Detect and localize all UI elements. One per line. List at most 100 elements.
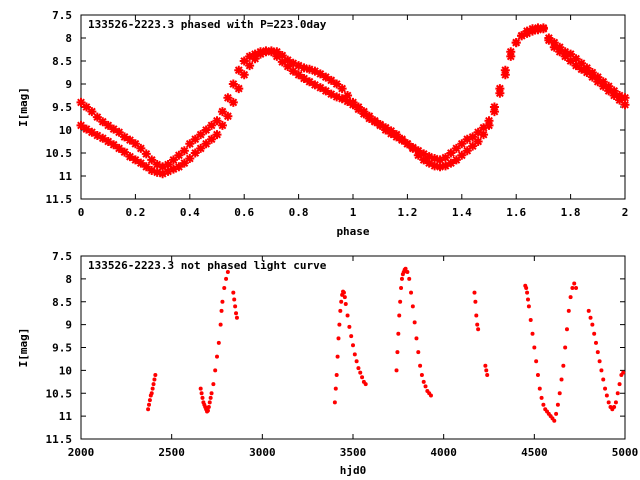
data-point <box>212 130 222 140</box>
x-tick-label: 3000 <box>249 446 276 459</box>
data-point <box>572 281 577 286</box>
x-tick-label: 1.2 <box>397 206 417 219</box>
y-tick-label: 8.5 <box>52 296 72 309</box>
data-point <box>615 391 620 396</box>
data-point <box>472 290 477 295</box>
data-point <box>217 107 227 117</box>
data-point <box>416 350 421 355</box>
data-point <box>103 120 113 130</box>
data-point <box>528 318 533 323</box>
data-point <box>381 125 391 135</box>
data-point <box>484 368 489 373</box>
y-tick-label: 7.5 <box>52 9 72 22</box>
data-point <box>332 400 337 405</box>
data-point <box>147 398 152 403</box>
data-point <box>403 266 408 271</box>
plot-title: 133526-2223.3 not phased light curve <box>88 259 327 272</box>
data-point <box>528 26 538 36</box>
data-point <box>554 411 559 416</box>
y-tick-label: 10.5 <box>46 387 73 400</box>
data-point <box>370 117 380 127</box>
x-tick-label: 5000 <box>612 446 639 459</box>
data-point <box>489 102 499 112</box>
data-point <box>586 308 591 313</box>
data-point <box>570 286 575 291</box>
data-point <box>394 368 399 373</box>
data-point <box>153 372 158 377</box>
data-point <box>216 340 221 345</box>
data-point <box>397 313 402 318</box>
data-point <box>484 116 494 126</box>
x-tick-label: 0.6 <box>234 206 254 219</box>
data-point <box>606 400 611 405</box>
data-point <box>354 359 359 364</box>
data-point <box>220 299 225 304</box>
data-point <box>109 140 119 150</box>
data-point <box>559 377 564 382</box>
data-point <box>234 65 244 75</box>
data-point <box>360 375 365 380</box>
data-point <box>418 363 423 368</box>
phased-light-curve-panel: 0 0.2 0.4 0.6 0.8 1 1.2 1.4 1.6 1.8 2 7.5 8 8.5 9 9.5 10… <box>17 9 630 238</box>
y-tick-label: 9.5 <box>52 101 72 114</box>
data-point <box>603 386 608 391</box>
data-point <box>174 162 184 172</box>
y-tick-label: 8 <box>65 273 72 286</box>
data-point <box>564 327 569 332</box>
data-points <box>76 23 630 179</box>
data-point <box>613 400 618 405</box>
y-tick-label: 9 <box>65 78 72 91</box>
data-point <box>215 354 219 359</box>
data-point <box>430 154 440 164</box>
data-point <box>212 116 222 126</box>
data-point <box>356 366 361 371</box>
data-point <box>198 386 203 391</box>
y-tick-label: 10 <box>59 364 72 377</box>
data-point <box>294 70 304 80</box>
data-point <box>345 313 350 318</box>
y-tick-label: 10 <box>59 124 72 137</box>
data-point <box>146 407 151 412</box>
data-point <box>333 386 338 391</box>
data-point <box>347 324 352 329</box>
data-point <box>207 400 212 405</box>
data-point <box>541 402 546 407</box>
data-point <box>136 158 146 168</box>
x-tick-label: 0 <box>78 206 85 219</box>
data-point <box>200 395 205 400</box>
data-point <box>339 299 344 304</box>
data-point <box>563 345 568 350</box>
y-tick-label: 11.5 <box>46 193 73 206</box>
data-point <box>152 377 157 382</box>
data-point <box>141 162 151 172</box>
data-point <box>555 402 560 407</box>
data-points <box>146 266 626 423</box>
y-tick-label: 8 <box>65 32 72 45</box>
data-point <box>595 350 600 355</box>
data-point <box>76 120 86 130</box>
data-point <box>399 276 404 281</box>
data-point <box>409 290 414 295</box>
data-point <box>535 372 540 377</box>
y-axis-title: I[mag] <box>17 87 30 127</box>
data-point <box>500 65 510 75</box>
data-point <box>530 331 535 336</box>
data-point <box>414 336 419 341</box>
data-point <box>419 372 424 377</box>
data-point <box>574 286 579 291</box>
data-point <box>473 299 478 304</box>
data-point <box>225 270 230 275</box>
data-point <box>334 372 339 377</box>
data-point <box>590 322 595 327</box>
data-point <box>495 84 505 94</box>
data-point <box>150 386 155 391</box>
x-tick-label: 1 <box>350 206 357 219</box>
x-tick-label: 1.4 <box>452 206 472 219</box>
data-point <box>421 379 426 384</box>
x-tick-label: 4500 <box>521 446 548 459</box>
data-point <box>621 370 626 375</box>
data-point <box>342 295 347 300</box>
data-point <box>337 322 342 327</box>
data-point <box>206 404 211 409</box>
